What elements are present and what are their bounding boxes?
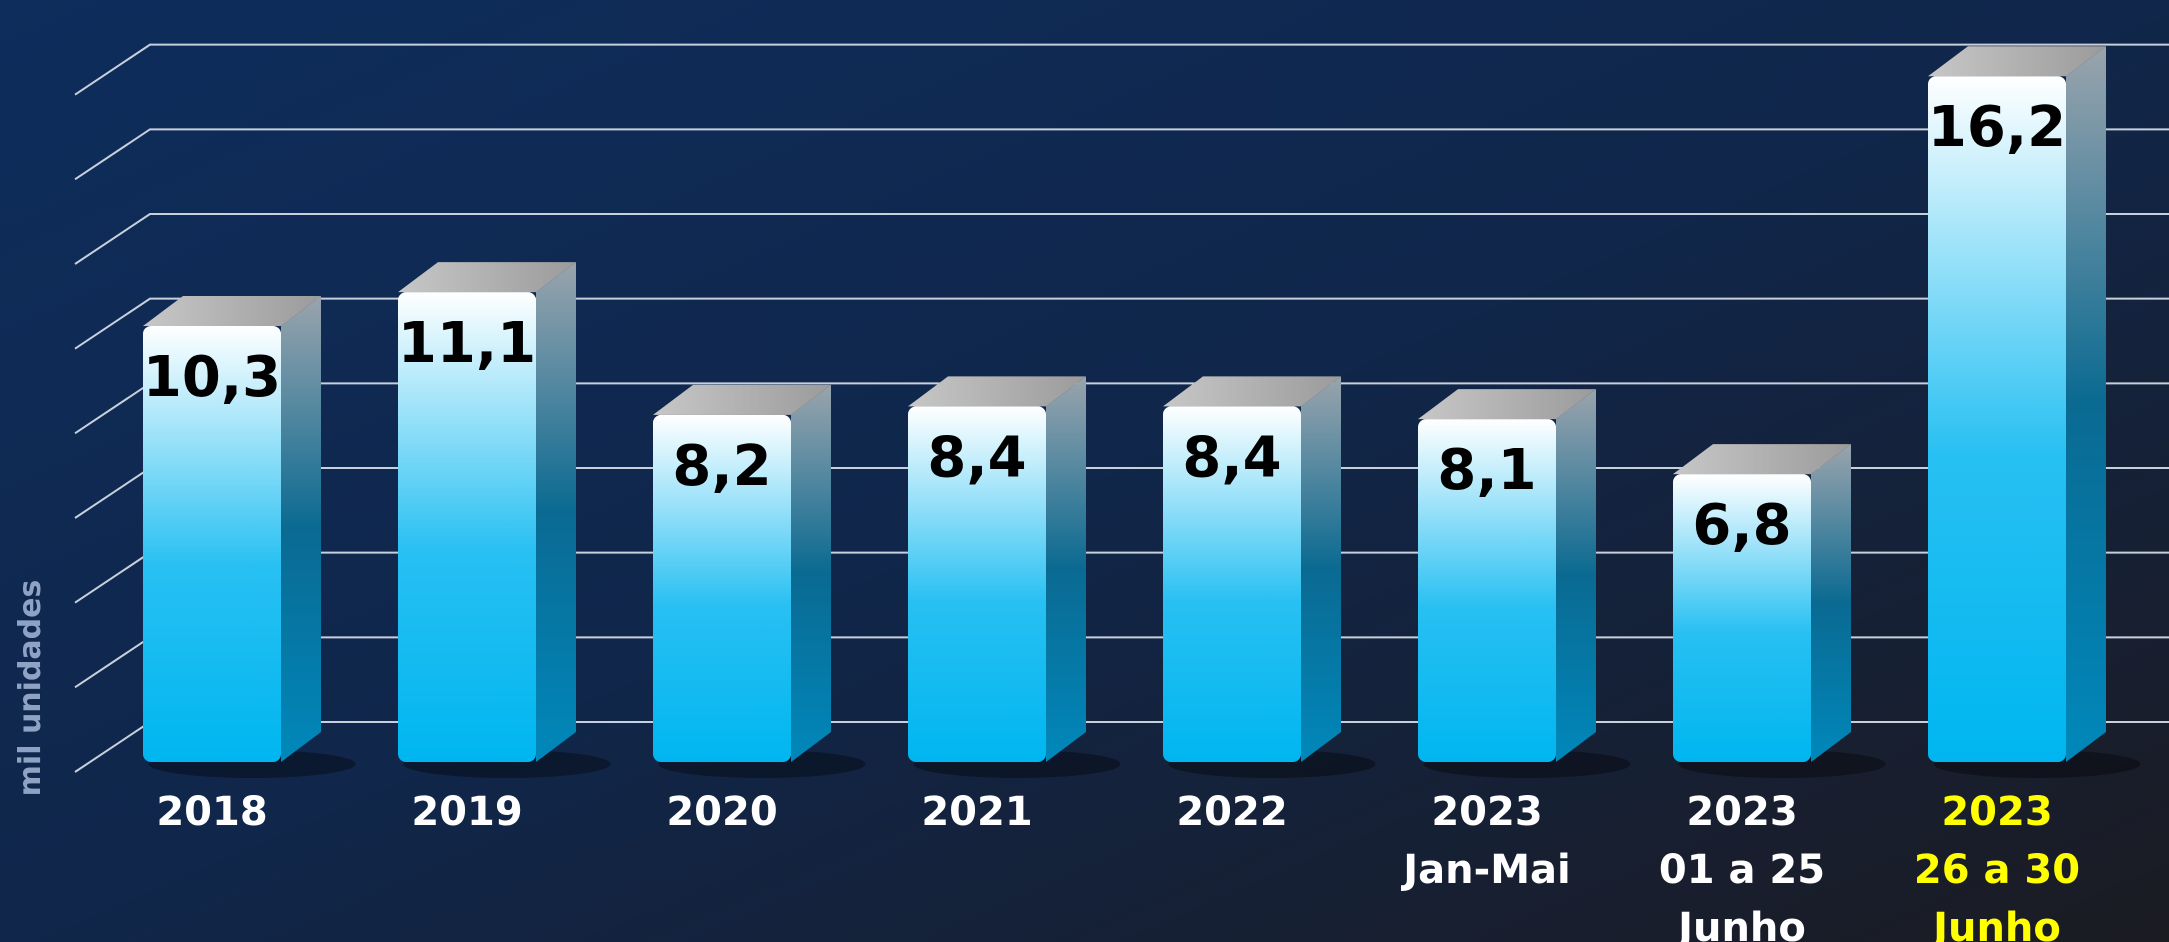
- bar-top: [1418, 389, 1596, 420]
- grid-line: [74, 128, 2169, 181]
- grid-line: [74, 43, 2169, 96]
- value-label: 8,4: [927, 425, 1026, 490]
- value-label: 8,4: [1182, 425, 1281, 490]
- x-tick-label: 2019: [411, 789, 522, 835]
- bar-top: [1163, 376, 1341, 407]
- grid-line: [74, 297, 2169, 350]
- bar: [908, 406, 1046, 762]
- bar-side: [281, 295, 321, 762]
- bar-top: [398, 262, 576, 293]
- bar: [1418, 419, 1556, 762]
- bar: [1163, 406, 1301, 762]
- bar: [1928, 76, 2066, 762]
- x-tick-label: 2020: [666, 789, 777, 835]
- bar-side: [1556, 389, 1596, 762]
- bar-side: [2066, 46, 2106, 762]
- bar-top: [1673, 444, 1851, 475]
- value-label: 16,2: [1928, 95, 2066, 160]
- x-tick-label: 2023 Jan-Mai: [1400, 789, 1570, 893]
- bar-top: [143, 295, 321, 326]
- value-label: 8,1: [1437, 438, 1536, 503]
- bar: [143, 325, 281, 762]
- bars: 10,3 2018 11,1 2019 8,2 2020 8,4 2021 8,4 2022 8,1…: [143, 46, 2141, 942]
- value-label: 10,3: [143, 345, 281, 410]
- bar: [653, 414, 791, 762]
- bar-side: [1046, 376, 1086, 762]
- bar-top: [1928, 46, 2106, 77]
- x-tick-label: 2023 01 a 25 Junho: [1659, 789, 1825, 942]
- value-label: 6,8: [1692, 493, 1791, 558]
- bar-side: [1811, 444, 1851, 762]
- x-tick-label: 2018: [156, 789, 267, 835]
- bar-side: [1301, 376, 1341, 762]
- value-label: 11,1: [398, 311, 536, 376]
- x-tick-label: 2021: [921, 789, 1032, 835]
- bar-side: [536, 262, 576, 762]
- y-axis-label: mil unidades: [13, 580, 48, 797]
- bar: [398, 292, 536, 762]
- x-tick-label: 2022: [1176, 789, 1287, 835]
- bar-top: [908, 376, 1086, 407]
- bar-top: [653, 384, 831, 415]
- x-tick-label: 2023 26 a 30 Junho: [1914, 789, 2080, 942]
- grid-line: [74, 213, 2169, 265]
- bar-side: [791, 384, 831, 762]
- bar: [1673, 474, 1811, 762]
- value-label: 8,2: [672, 434, 771, 499]
